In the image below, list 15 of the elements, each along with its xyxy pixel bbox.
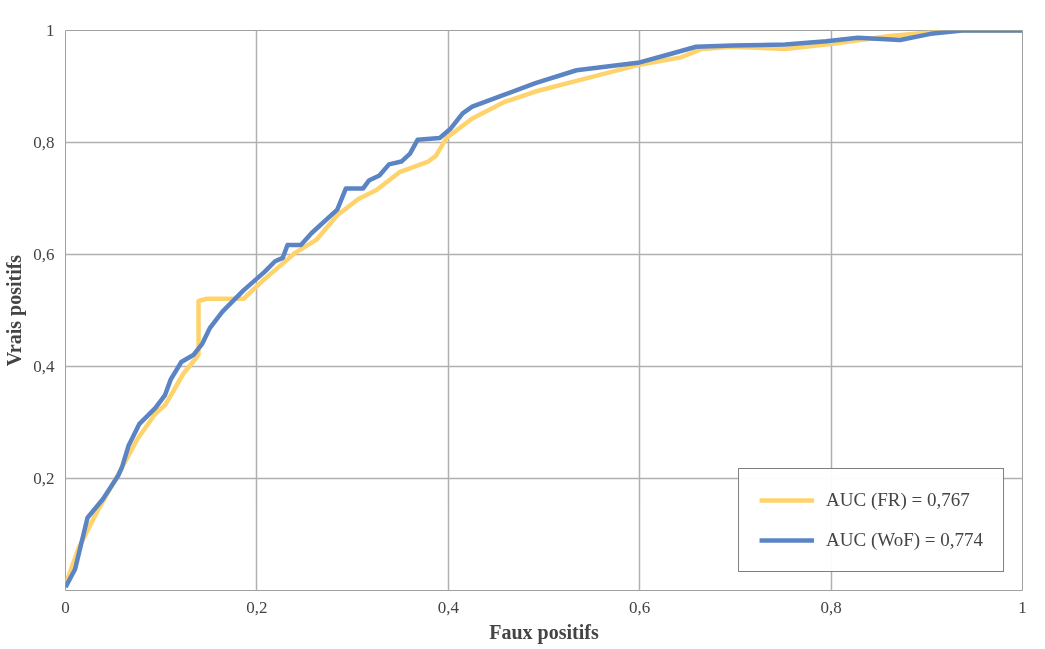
- y-tick-label: 1: [46, 21, 55, 40]
- y-tick-label: 0,8: [33, 133, 55, 152]
- y-tick-label: 0,6: [33, 245, 55, 264]
- x-tick-label: 0: [61, 597, 70, 617]
- y-tick-label: 0,2: [33, 469, 55, 488]
- x-axis-title: Faux positifs: [489, 620, 599, 644]
- x-tick-label: 0,8: [820, 597, 842, 617]
- x-tick-label: 0,6: [629, 597, 651, 617]
- x-tick-label: 0,2: [246, 597, 268, 617]
- x-tick-label: 1: [1018, 597, 1027, 617]
- x-tick-label: 0,4: [437, 597, 460, 617]
- y-axis-title: Vrais positifs: [3, 254, 27, 367]
- legend-label: AUC (WoF) = 0,774: [826, 529, 983, 551]
- y-tick-label: 0,4: [33, 357, 55, 376]
- legend-label: AUC (FR) = 0,767: [826, 489, 970, 511]
